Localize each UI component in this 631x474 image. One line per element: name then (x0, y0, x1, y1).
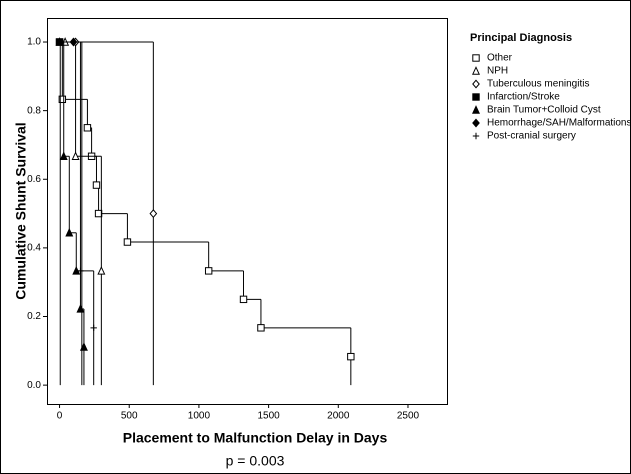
legend-label: Post-cranial surgery (487, 131, 576, 142)
censor-marker (59, 151, 68, 160)
x-axis-title: Placement to Malfunction Delay in Days (123, 430, 388, 446)
legend-label: Infarction/Stroke (487, 92, 560, 103)
censor-marker (97, 265, 106, 275)
censor-marker (239, 295, 248, 304)
footnote: p = 0.003 (226, 453, 285, 469)
y-tick-label: 1.0 (27, 37, 41, 48)
censor-marker (94, 209, 103, 218)
legend-symbol (472, 105, 480, 114)
legend-symbol (472, 93, 480, 101)
censor-marker (92, 181, 101, 189)
y-tick-label: 0.8 (27, 105, 41, 116)
legend-symbol (472, 66, 480, 75)
x-tick-label: 2500 (397, 411, 420, 422)
x-tick-label: 500 (121, 411, 138, 422)
legend-label: Brain Tumor+Colloid Cyst (487, 105, 601, 116)
x-tick-label: 1000 (188, 411, 211, 422)
y-tick-label: 0.6 (27, 174, 41, 185)
censor-marker (83, 124, 92, 132)
x-tick-label: 1500 (257, 411, 280, 422)
censor-marker (71, 151, 80, 160)
legend-symbol (472, 79, 480, 89)
plot-frame (47, 18, 448, 405)
y-axis-title: Cumulative Shunt Survival (13, 122, 29, 299)
legend-label: Hemorrhage/SAH/Malformations (487, 118, 631, 129)
y-tick-label: 0.4 (27, 243, 41, 254)
censor-marker (58, 95, 67, 104)
censor-marker (149, 209, 158, 219)
censor-marker (90, 324, 97, 332)
y-tick-label: 0.0 (27, 380, 41, 391)
censor-marker (123, 238, 132, 246)
censor-marker (257, 324, 265, 332)
legend-symbol (472, 132, 480, 140)
legend-label: Other (487, 53, 513, 64)
censor-marker (204, 267, 213, 275)
legend-symbol (472, 118, 480, 128)
x-tick-label: 0 (57, 411, 63, 422)
censor-marker (65, 227, 74, 237)
censor-marker (347, 352, 355, 361)
legend-title: Principal Diagnosis (470, 32, 572, 44)
x-tick-label: 2000 (327, 411, 350, 422)
legend-symbol (472, 54, 480, 62)
legend-label: Tuberculous meningitis (487, 79, 589, 90)
censor-marker (77, 267, 84, 275)
legend-label: NPH (487, 66, 508, 77)
censor-marker (56, 38, 63, 46)
y-tick-label: 0.2 (27, 311, 41, 322)
